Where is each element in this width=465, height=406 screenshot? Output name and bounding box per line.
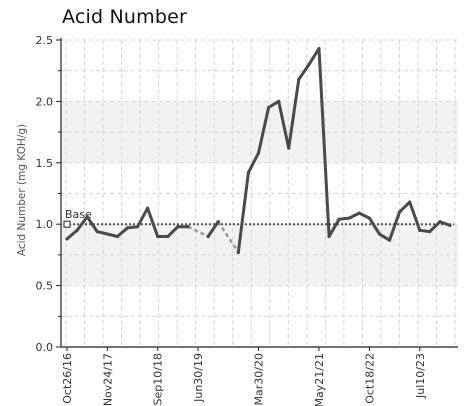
data-point [337, 217, 341, 221]
y-tick-label: 1.0 [36, 218, 54, 231]
data-point [408, 200, 412, 204]
data-point [115, 234, 119, 239]
data-point [277, 99, 281, 103]
data-point [146, 206, 150, 210]
data-point [186, 225, 190, 229]
data-point [85, 215, 89, 219]
data-point [156, 234, 160, 239]
data-point [347, 216, 351, 220]
x-tick-label: Jun30/19 [192, 353, 205, 403]
data-point [367, 216, 371, 220]
x-tick-label: Sep10/18 [152, 353, 165, 405]
data-point [125, 226, 130, 230]
data-point [176, 225, 180, 229]
data-point [317, 46, 321, 51]
baseline-marker [63, 220, 71, 228]
data-point [206, 234, 210, 239]
data-point [95, 229, 99, 234]
data-point [307, 62, 311, 67]
axes [56, 38, 458, 351]
y-tick-labels: 0.0 0.5 1.0 1.5 2.0 2.5 [36, 34, 54, 354]
series-line [236, 47, 452, 254]
interpolated-segment [217, 221, 240, 254]
data-point [216, 220, 220, 224]
data-point [418, 228, 422, 232]
data-point [266, 105, 271, 110]
series-group [65, 46, 452, 255]
x-tick-label: Jul10/23 [414, 353, 427, 399]
data-point [448, 223, 452, 228]
y-tick-label: 0.0 [36, 341, 54, 354]
data-point [65, 237, 69, 241]
data-point [287, 146, 291, 150]
x-tick-label: Nov24/17 [101, 353, 114, 406]
data-point [327, 234, 331, 239]
y-tick-label: 2.0 [36, 95, 54, 108]
data-point [438, 220, 442, 224]
data-point [135, 225, 140, 229]
data-point [428, 229, 432, 234]
data-point [387, 238, 392, 242]
data-point [105, 232, 109, 236]
data-point [297, 77, 301, 81]
data-point [398, 210, 402, 214]
x-tick-label: Oct26/16 [61, 353, 74, 404]
data-point [75, 228, 79, 232]
y-tick-label: 1.5 [36, 157, 54, 170]
chart-title: Acid Number [62, 6, 188, 28]
data-point [236, 250, 240, 255]
data-point [357, 211, 361, 215]
y-tick-label: 0.5 [36, 280, 54, 293]
y-tick-label: 2.5 [36, 34, 54, 47]
gridlines [61, 39, 458, 348]
data-point [377, 232, 382, 236]
series-line [206, 220, 220, 238]
interpolated-segment [187, 225, 209, 238]
x-tick-label: May21/21 [313, 353, 326, 406]
x-tick-labels: Oct26/16 Nov24/17 Sep10/18 Jun30/19 Mar30/20… [61, 353, 427, 406]
data-point [256, 151, 261, 155]
x-tick-label: Mar30/20 [253, 353, 266, 405]
data-point [246, 171, 251, 175]
x-tick-label: Oct18/22 [363, 353, 376, 404]
data-point [166, 234, 170, 239]
